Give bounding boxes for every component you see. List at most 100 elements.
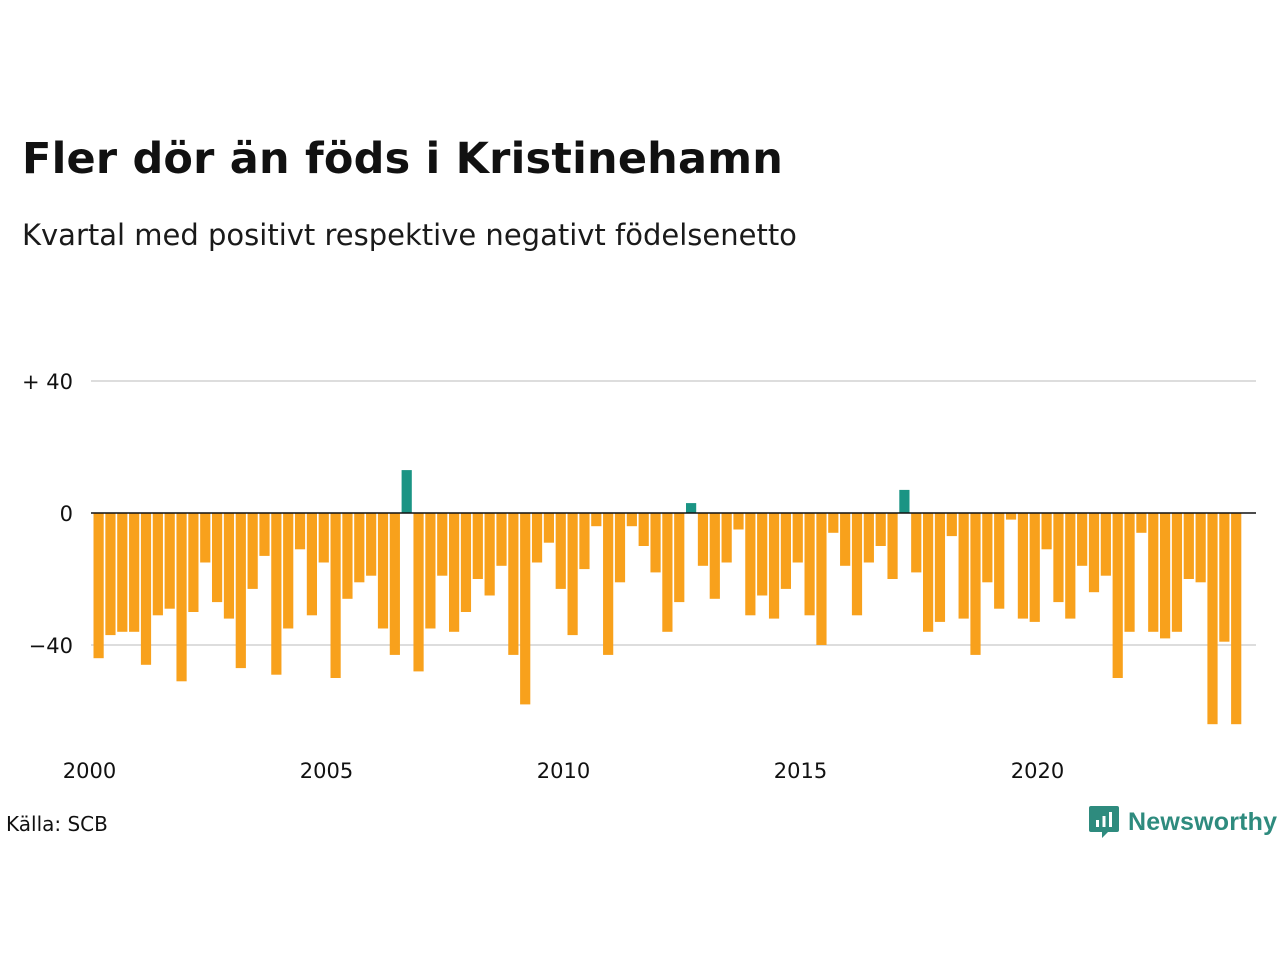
bar	[686, 503, 697, 513]
bar	[899, 489, 910, 513]
bar	[1041, 513, 1052, 550]
bar	[946, 513, 957, 537]
bar	[543, 513, 554, 543]
bar	[875, 513, 886, 546]
bar	[982, 513, 993, 583]
bar	[271, 513, 282, 675]
bar	[413, 513, 424, 672]
bar	[994, 513, 1005, 609]
bar	[923, 513, 934, 632]
bar	[911, 513, 922, 573]
bar	[437, 513, 448, 576]
x-tick-label: 2005	[300, 759, 353, 783]
bar	[152, 513, 163, 616]
bar	[1077, 513, 1088, 566]
bar	[697, 513, 709, 566]
bar	[851, 513, 863, 616]
bar	[638, 513, 649, 546]
bar	[129, 513, 140, 632]
bar	[330, 513, 341, 678]
bar	[1171, 513, 1183, 632]
bar	[176, 513, 187, 682]
bar	[626, 513, 637, 527]
bar	[591, 513, 602, 527]
y-tick-label: + 40	[22, 370, 73, 394]
y-tick-label: 0	[60, 502, 73, 526]
bar	[93, 513, 104, 659]
bars	[93, 470, 1242, 725]
bar	[354, 513, 365, 583]
bar-chart: + 40 0 −40 2000 2005 2010 2015 2020	[22, 370, 1256, 783]
brand-logo[interactable]: Newsworthy	[1088, 804, 1277, 840]
bar	[555, 513, 566, 589]
bar	[1112, 513, 1123, 678]
bar	[449, 513, 460, 632]
bar	[105, 513, 116, 636]
chart-subtitle: Kvartal med positivt respektive negativt…	[22, 218, 797, 252]
bar	[757, 513, 768, 596]
brand-name: Newsworthy	[1128, 807, 1278, 836]
bar	[650, 513, 661, 573]
bar	[1017, 513, 1028, 619]
bar	[1065, 513, 1076, 619]
bar	[1231, 513, 1242, 725]
bar	[603, 513, 614, 655]
bar	[1195, 513, 1206, 583]
bar	[1183, 513, 1194, 579]
bar	[200, 513, 211, 563]
bar	[1029, 513, 1040, 622]
x-tick-label: 2015	[774, 759, 827, 783]
bar	[1088, 513, 1100, 593]
bar	[733, 513, 744, 530]
bar	[259, 513, 270, 556]
bar	[508, 513, 519, 655]
bar	[970, 513, 981, 655]
bar	[804, 513, 815, 616]
bar	[496, 513, 507, 566]
bar	[1053, 513, 1064, 603]
bar	[768, 513, 780, 619]
source-note: Källa: SCB	[6, 812, 108, 836]
bar	[531, 513, 543, 563]
bar	[472, 513, 483, 579]
x-tick-label: 2000	[63, 759, 116, 783]
y-tick-label: −40	[29, 634, 73, 658]
bar	[164, 513, 175, 609]
x-tick-label: 2020	[1011, 759, 1064, 783]
gridlines	[91, 380, 1256, 646]
bar	[117, 513, 128, 632]
newsworthy-logo-icon	[1089, 806, 1119, 838]
bar	[223, 513, 235, 619]
bar	[579, 513, 590, 570]
bar	[674, 513, 685, 603]
bar	[342, 513, 353, 599]
bar	[1219, 513, 1230, 642]
bar	[816, 513, 827, 645]
bar	[484, 513, 495, 596]
bar	[140, 513, 152, 665]
bar	[520, 513, 531, 705]
bar	[863, 513, 874, 563]
bar	[792, 513, 803, 563]
bar	[614, 513, 626, 583]
bar	[1005, 513, 1017, 520]
bar	[887, 513, 898, 579]
bar	[958, 513, 969, 619]
bar	[247, 513, 258, 589]
bar	[662, 513, 673, 632]
bar	[840, 513, 851, 566]
x-tick-labels: 2000 2005 2010 2015 2020	[63, 759, 1064, 783]
bar	[780, 513, 791, 589]
bar	[366, 513, 377, 576]
bar	[1207, 513, 1218, 725]
bar	[318, 513, 329, 563]
bar	[1160, 513, 1171, 639]
bar	[425, 513, 436, 629]
bar	[294, 513, 306, 550]
bar	[235, 513, 246, 669]
bar	[212, 513, 223, 603]
bar	[1124, 513, 1135, 632]
bar	[306, 513, 317, 616]
bar	[460, 513, 472, 612]
bar	[389, 513, 400, 655]
